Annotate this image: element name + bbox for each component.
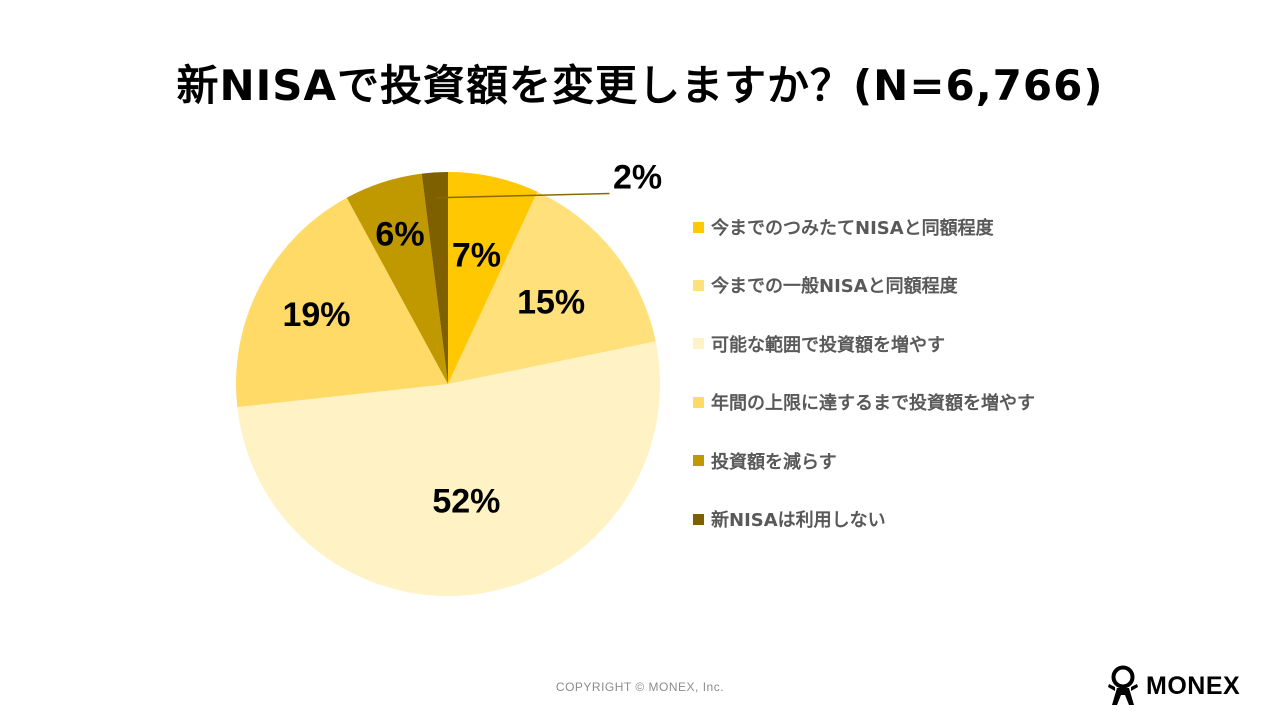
legend-swatch-5 xyxy=(693,455,704,467)
data-label-6: 2% xyxy=(613,158,662,196)
legend-label-2: 今までの一般NISAと同額程度 xyxy=(711,276,958,298)
pie-slice-1 xyxy=(448,172,538,384)
legend-label-6: 新NISAは利用しない xyxy=(711,510,886,531)
copyright-text: COPYRIGHT © MONEX, Inc. xyxy=(555,680,725,694)
leader-line-6 xyxy=(436,192,610,199)
pie-slice-3 xyxy=(237,341,661,597)
pie-slice-4 xyxy=(236,197,448,408)
data-label-4: 19% xyxy=(282,296,350,334)
legend-swatch-1 xyxy=(693,221,704,233)
legend-item-6: 新NISAは利用しない xyxy=(693,505,886,533)
logo-text: MONEX xyxy=(1146,671,1241,700)
legend-swatch-4 xyxy=(693,396,704,408)
chart-title: 新NISAで投資額を変更しますか？(N=6,766) xyxy=(176,61,1104,110)
legend-item-4: 年間の上限に達するまで投資額を増やす xyxy=(693,388,1035,416)
legend-item-1: 今までのつみたてNISAと同額程度 xyxy=(693,213,994,241)
data-label-1: 7% xyxy=(452,237,501,275)
data-label-5: 6% xyxy=(375,216,424,254)
legend-swatch-2 xyxy=(693,279,704,291)
monex-mascot-icon xyxy=(1108,665,1138,705)
legend-label-4: 年間の上限に達するまで投資額を増やす xyxy=(711,393,1035,415)
pie-slice-6 xyxy=(421,172,448,384)
legend-item-5: 投資額を減らす xyxy=(693,447,837,475)
data-label-3: 52% xyxy=(432,482,500,520)
legend-label-5: 投資額を減らす xyxy=(711,451,837,473)
legend-swatch-3 xyxy=(693,338,704,350)
pie-slice-2 xyxy=(448,191,656,384)
legend-label-3: 可能な範囲で投資額を増やす xyxy=(711,334,945,356)
legend-swatch-6 xyxy=(693,513,704,525)
legend-item-3: 可能な範囲で投資額を増やす xyxy=(693,330,945,358)
data-label-2: 15% xyxy=(517,284,585,322)
pie-slice-5 xyxy=(346,173,448,384)
legend-label-1: 今までのつみたてNISAと同額程度 xyxy=(711,218,994,239)
monex-logo: MONEX xyxy=(1106,664,1240,708)
legend-item-2: 今までの一般NISAと同額程度 xyxy=(693,271,958,299)
